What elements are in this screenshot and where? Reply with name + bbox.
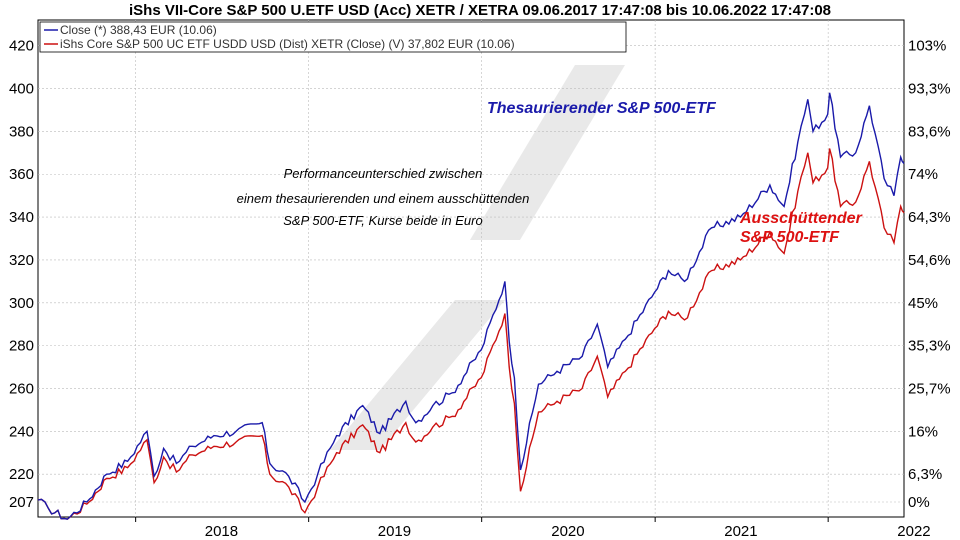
y-tick-label-right: 25,7% <box>908 380 951 397</box>
right-axis-ticks: 0% 6,3% 16% 25,7% 35,3% 45% 54,6% 64,3% 74% 83,6%… <box>908 38 951 511</box>
plot-area <box>37 19 905 518</box>
x-tick-label: 2019 <box>378 523 411 540</box>
vertical-gridlines <box>135 20 829 517</box>
y-tick-label-right: 35,3% <box>908 338 951 355</box>
x-axis-ticks: 2018 2019 2020 2021 2022 <box>135 517 931 540</box>
series-line-acc <box>37 92 905 520</box>
annotation-note-line3: S&P 500-ETF, Kurse beide in Euro <box>283 213 482 228</box>
x-tick-label: 2022 <box>897 523 930 540</box>
y-tick-label-left: 260 <box>9 380 34 397</box>
y-tick-label-left: 240 <box>9 423 34 440</box>
legend-entry-dist: iShs Core S&P 500 UC ETF USDD USD (Dist)… <box>60 37 515 51</box>
annotation-dist-label-line2: S&P 500-ETF <box>740 229 840 246</box>
y-tick-label-left: 420 <box>9 38 34 55</box>
x-tick-label: 2018 <box>205 523 238 540</box>
legend-entry-acc: Close (*) 388,43 EUR (10.06) <box>60 23 217 37</box>
y-tick-label-right: 45% <box>908 295 938 312</box>
y-tick-label-right: 16% <box>908 423 938 440</box>
y-tick-label-left: 207 <box>9 494 34 511</box>
annotation-acc-label: Thesaurierender S&P 500-ETF <box>487 100 717 117</box>
y-tick-label-right: 64,3% <box>908 209 951 226</box>
chart-title: iShs VII-Core S&P 500 U.ETF USD (Acc) XE… <box>129 2 831 19</box>
y-tick-label-right: 83,6% <box>908 123 951 140</box>
legend-box <box>39 21 627 53</box>
y-tick-label-left: 400 <box>9 81 34 98</box>
y-tick-label-left: 320 <box>9 252 34 269</box>
watermark-logo <box>330 65 625 450</box>
y-tick-label-right: 93,3% <box>908 81 951 98</box>
y-tick-label-right: 103% <box>908 38 946 55</box>
x-tick-label: 2021 <box>724 523 757 540</box>
y-tick-label-left: 280 <box>9 338 34 355</box>
y-tick-label-left: 220 <box>9 466 34 483</box>
y-tick-label-right: 6,3% <box>908 466 942 483</box>
y-tick-label-right: 74% <box>908 166 938 183</box>
y-tick-label-left: 300 <box>9 295 34 312</box>
y-tick-label-left: 380 <box>9 123 34 140</box>
legend: Close (*) 388,43 EUR (10.06) iShs Core S… <box>39 21 627 53</box>
x-tick-label: 2020 <box>551 523 584 540</box>
series-line-dist <box>37 148 905 520</box>
y-tick-label-right: 54,6% <box>908 252 951 269</box>
annotation-note-line1: Performanceunterschied zwischen <box>284 166 483 181</box>
annotation-note-line2: einem thesaurierenden und einem ausschüt… <box>237 191 530 206</box>
y-tick-label-right: 0% <box>908 494 930 511</box>
annotation-dist-label-line1: Ausschüttender <box>739 210 863 227</box>
left-axis-ticks: 207 220 240 260 280 300 320 340 360 380 400 420 <box>9 38 34 511</box>
y-tick-label-left: 360 <box>9 166 34 183</box>
y-tick-label-left: 340 <box>9 209 34 226</box>
